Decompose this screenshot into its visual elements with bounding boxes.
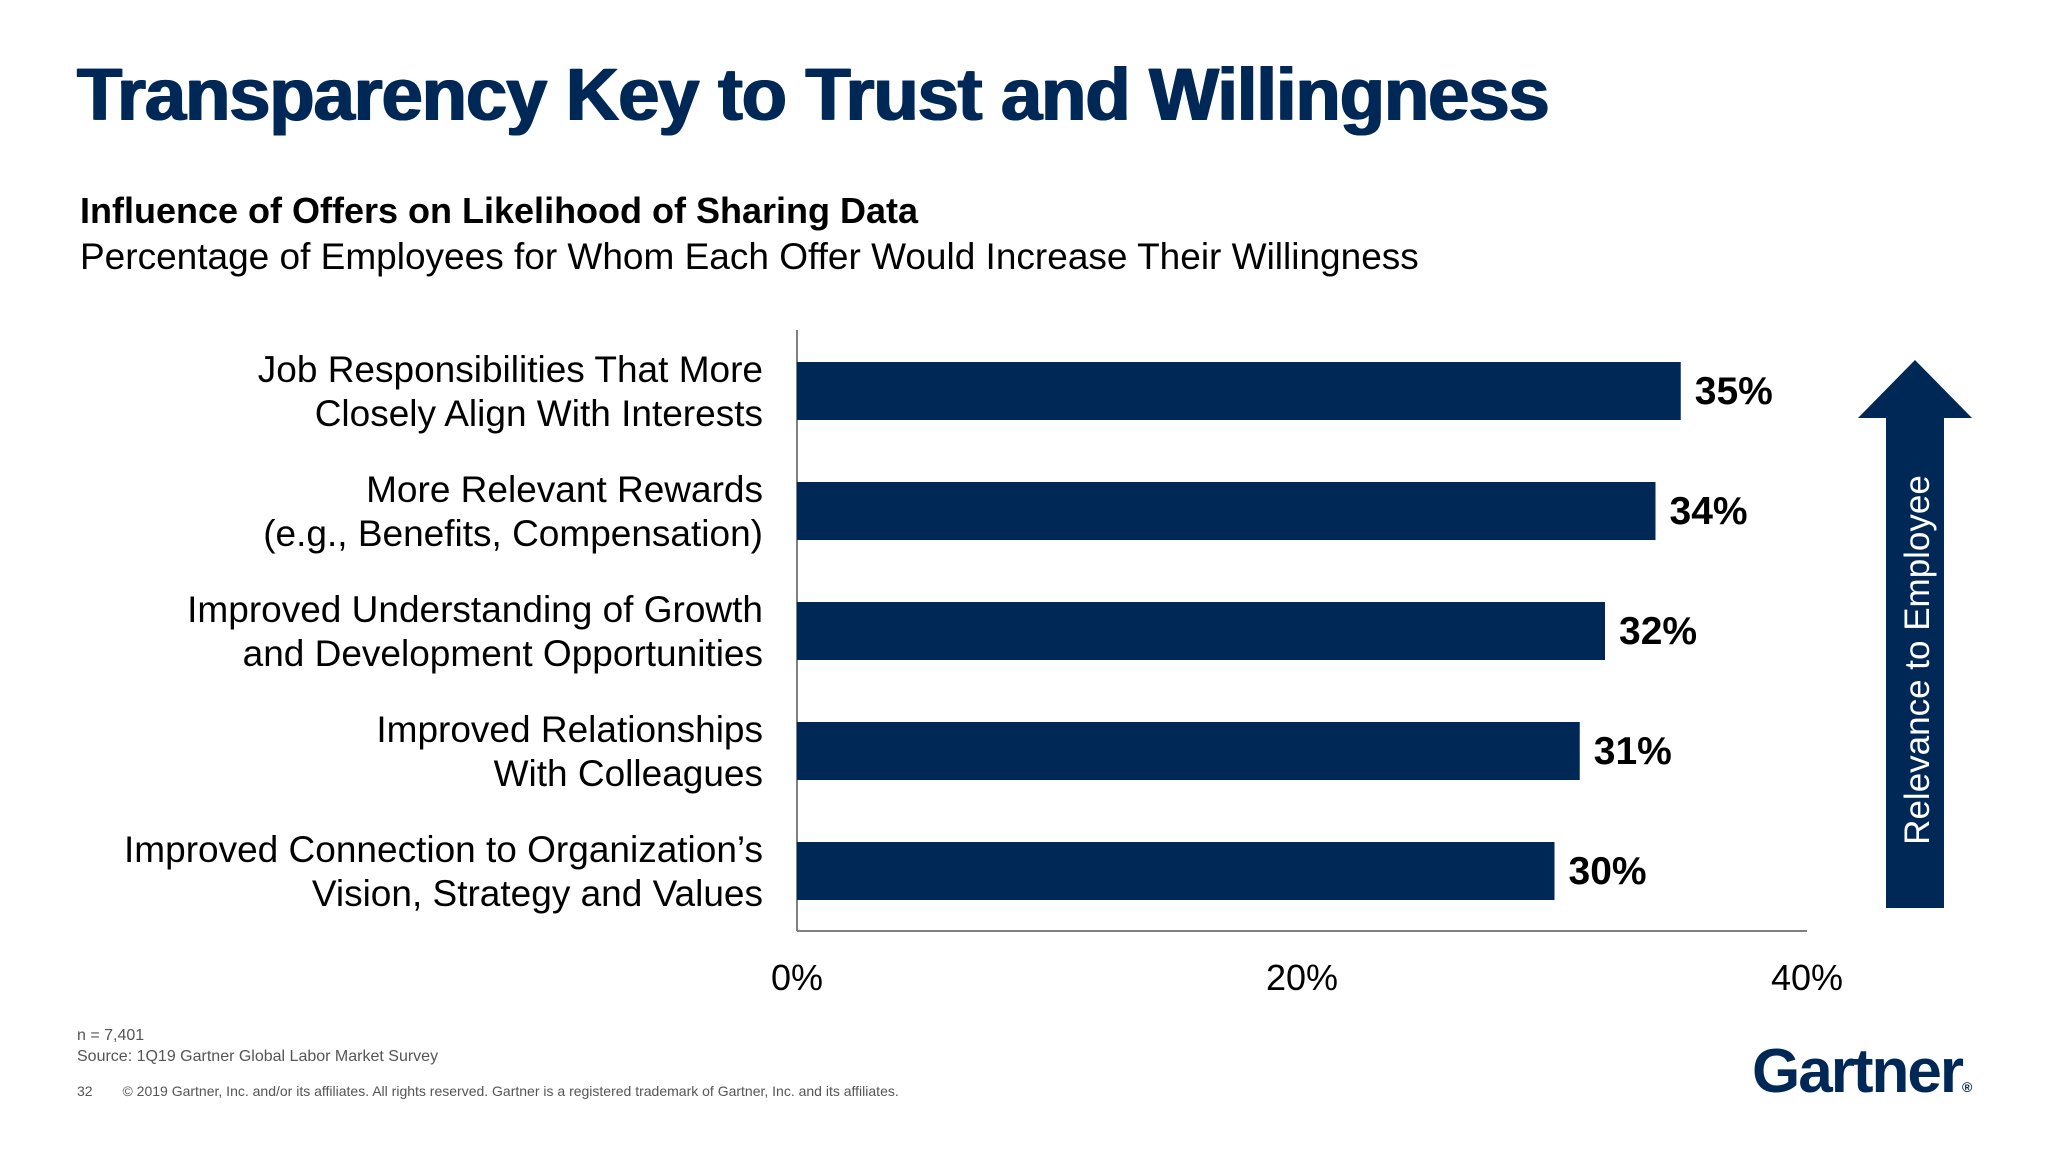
bar (797, 482, 1656, 540)
chart-description: Percentage of Employees for Whom Each Of… (80, 236, 1419, 277)
bar (797, 722, 1580, 780)
bar (797, 602, 1605, 660)
sample-size-note: n = 7,401 (77, 1027, 145, 1044)
category-label: Improved Relationships (376, 709, 763, 750)
copyright-line: 32 © 2019 Gartner, Inc. and/or its affil… (77, 1083, 899, 1099)
chart-subtitle: Influence of Offers on Likelihood of Sha… (80, 190, 919, 231)
category-label: Vision, Strategy and Values (312, 873, 763, 914)
bar (797, 842, 1555, 900)
copyright-text: © 2019 Gartner, Inc. and/or its affiliat… (122, 1083, 899, 1099)
arrow-label: Relevance to Employee (1898, 475, 1937, 845)
logo-text: Gartner (1752, 1037, 1964, 1106)
category-label: Job Responsibilities That More (258, 349, 763, 390)
x-tick-label: 40% (1771, 957, 1843, 998)
category-label: With Colleagues (494, 753, 763, 794)
category-label: Closely Align With Interests (315, 393, 763, 434)
bar-value-label: 30% (1569, 850, 1647, 893)
up-arrow-icon (1858, 360, 1972, 908)
logo-registered-mark: ® (1961, 1079, 1973, 1095)
category-label: Improved Connection to Organization’s (124, 829, 763, 870)
x-tick-label: 0% (771, 957, 823, 998)
category-label: More Relevant Rewards (366, 469, 763, 510)
x-tick-label: 20% (1266, 957, 1338, 998)
relevance-arrow: Relevance to Employee (1858, 360, 1972, 908)
source-note: Source: 1Q19 Gartner Global Labor Market… (77, 1048, 439, 1065)
bar-value-label: 32% (1619, 610, 1697, 653)
bar-value-label: 31% (1594, 730, 1672, 773)
bar-value-label: 34% (1670, 490, 1748, 533)
page-number: 32 (77, 1083, 93, 1099)
bar (797, 362, 1681, 420)
category-label: (e.g., Benefits, Compensation) (263, 513, 763, 554)
category-label: Improved Understanding of Growth (187, 589, 763, 630)
category-label: and Development Opportunities (243, 633, 763, 674)
gartner-logo: Gartner® (1752, 1036, 1972, 1107)
bar-value-label: 35% (1695, 370, 1773, 413)
page-title: Transparency Key to Trust and Willingnes… (77, 53, 1550, 136)
